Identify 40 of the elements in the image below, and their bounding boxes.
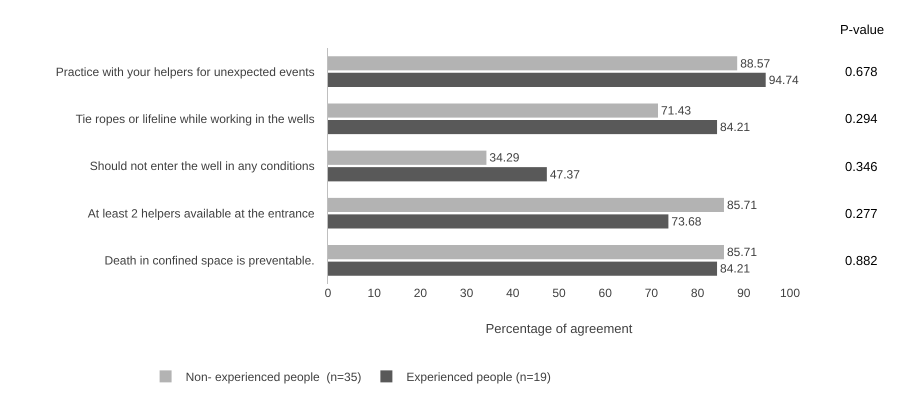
y-tick-label: Death in confined space is preventable.: [104, 254, 325, 268]
x-tick-label: 70: [644, 286, 658, 300]
bar: [328, 262, 718, 276]
x-tick-label: 60: [598, 286, 612, 300]
text: 0.678: [845, 64, 878, 79]
data-label: 84.21: [720, 262, 750, 276]
legend-label: Non- experienced people (n=35): [186, 370, 362, 384]
data-label: 84.21: [720, 120, 750, 134]
x-tick-label: 80: [690, 286, 705, 300]
data-label: 34.29: [489, 150, 520, 165]
data-label: 73.68: [671, 214, 702, 228]
x-tick-label: 100: [780, 286, 800, 300]
x-tick-label: 90: [737, 286, 751, 300]
bar: [328, 120, 718, 134]
text: 0.294: [845, 111, 878, 126]
bar: [328, 167, 547, 182]
text: P-value: [840, 22, 884, 37]
y-tick-label: Should not enter the well in any conditions: [90, 159, 325, 174]
bar: [328, 214, 668, 229]
data-label: 94.74: [768, 72, 800, 87]
data-label: 71.43: [661, 104, 692, 118]
x-tick-label: 10: [368, 286, 382, 300]
data-label: 85.71: [726, 198, 758, 212]
data-label: 88.57: [740, 56, 771, 70]
x-tick-label: 0: [324, 286, 332, 300]
text: 0.882: [845, 253, 878, 268]
bar: [328, 72, 766, 87]
data-label: 85.71: [726, 245, 758, 260]
x-tick-label: 30: [460, 286, 474, 300]
y-tick-label: Tie ropes or lifeline while working in the wells: [76, 112, 325, 126]
x-tick-label: 20: [414, 286, 428, 300]
x-axis-title: Percentage of agreement: [486, 321, 633, 336]
legend-label: Experienced people (n=19): [406, 370, 551, 384]
text: 0.277: [845, 206, 878, 221]
text: 0.346: [845, 159, 878, 174]
x-tick-label: 40: [506, 286, 520, 300]
data-label: 47.37: [550, 167, 580, 182]
y-tick-label: At least 2 helpers available at the entrance: [88, 206, 325, 220]
y-tick-label: Practice with your helpers for unexpected events: [56, 64, 325, 79]
x-tick-label: 50: [552, 286, 566, 300]
